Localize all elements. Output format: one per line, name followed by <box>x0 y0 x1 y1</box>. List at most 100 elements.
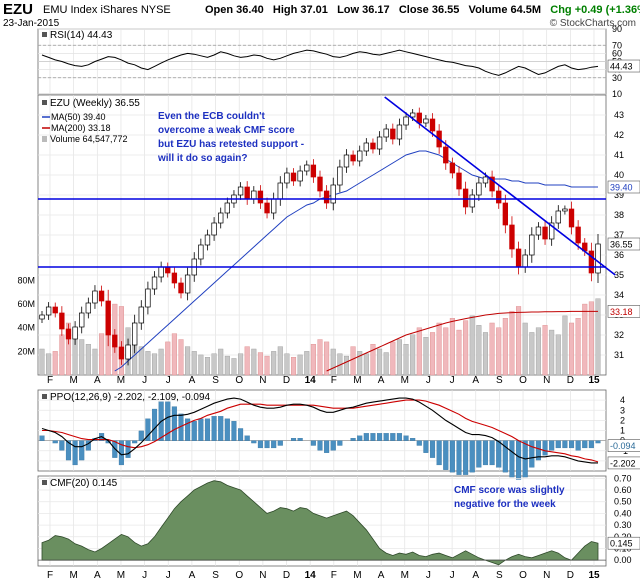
volume-bar <box>118 306 124 376</box>
volume-bar <box>79 339 85 376</box>
ma50-last-value-box <box>607 180 640 194</box>
volume-bar <box>529 332 535 376</box>
ppo-histogram-bar <box>79 440 85 461</box>
ppo-histogram-bar <box>271 440 277 449</box>
ppo-histogram-bar <box>337 440 343 446</box>
ppo-histogram-bar <box>191 421 197 441</box>
candle-body <box>171 272 178 284</box>
candle-body <box>277 182 283 200</box>
rsi-last-value: 44.43 <box>610 62 633 72</box>
ppo-histogram-bar <box>257 440 263 449</box>
x-tick-label: M <box>69 570 77 581</box>
x-tick-label: F <box>331 375 337 386</box>
candle-body <box>45 306 52 316</box>
ppo-histogram-bar <box>310 440 316 446</box>
close-last-value: 36.55 <box>610 240 633 250</box>
chart-header: EZU EMU Index iShares NYSE 23-Jan-2015 O… <box>0 0 640 29</box>
ppo-histogram-bar <box>516 440 522 480</box>
volume-bar <box>324 341 330 376</box>
cmf-last-value-box <box>607 536 640 550</box>
cmf-y-tick: 0.40 <box>614 508 632 518</box>
ma50-line <box>114 150 598 372</box>
volume-bar <box>152 353 158 376</box>
candle-body <box>429 118 436 132</box>
candle-body <box>92 290 98 304</box>
x-tick-label: M <box>117 570 125 581</box>
rsi-last-value-box <box>607 59 640 73</box>
cmf-legend: CMF(20) 0.145 <box>50 478 118 489</box>
price-y-tick: 40 <box>614 170 624 180</box>
volume-bar <box>509 310 515 376</box>
ppo-histogram-bar <box>416 440 422 446</box>
ppo-histogram-bar <box>224 418 230 441</box>
cmf-annotation-line: CMF score was slightly <box>454 485 565 496</box>
candle-body <box>409 112 416 118</box>
price-legend-title: EZU (Weekly) 36.55 <box>50 98 140 109</box>
x-tick-label: N <box>259 570 266 581</box>
volume-bar <box>410 334 416 376</box>
price-legend-swatch <box>42 100 47 105</box>
x-tick-label: M <box>401 570 409 581</box>
candle-body <box>59 312 65 330</box>
volume-value: Volume 64.5M <box>468 4 542 16</box>
ppo-signal-line <box>42 399 599 463</box>
ppo-histogram-bar <box>482 440 489 466</box>
candle-body <box>270 198 277 214</box>
x-tick-label: D <box>567 375 574 386</box>
x-tick-label: M <box>117 375 125 386</box>
volume-bar <box>204 357 210 376</box>
x-tick-label: O <box>519 570 527 581</box>
x-tick-label: S <box>496 570 503 581</box>
volume-bar <box>443 327 449 376</box>
candle-body <box>131 322 138 346</box>
candle-body <box>65 328 72 340</box>
candle-body <box>178 282 184 294</box>
candle-body <box>118 346 125 360</box>
rsi-y-tick: 90 <box>612 24 622 34</box>
ppo-histogram-bar <box>542 440 548 456</box>
volume-bar <box>284 353 290 376</box>
candle-body <box>350 154 356 162</box>
x-tick-label: A <box>378 375 385 386</box>
ppo-histogram-bar <box>317 440 323 451</box>
ppo-histogram-bar <box>582 440 588 449</box>
volume-bar <box>92 348 98 376</box>
volume-bar <box>456 329 462 376</box>
price-y-tick: 38 <box>614 210 624 220</box>
x-tick-label: 15 <box>588 570 600 581</box>
x-tick-label: O <box>235 375 243 386</box>
candle-body <box>357 150 363 162</box>
candle-body <box>482 176 489 184</box>
ppo-histogram-bar <box>65 440 72 461</box>
candle-body <box>98 290 105 302</box>
volume-tick: 20M <box>17 346 35 356</box>
candle-body <box>211 222 217 236</box>
candle-body <box>52 306 58 314</box>
candle-body <box>184 274 191 294</box>
volume-bar <box>297 354 303 376</box>
candle-body <box>403 116 409 126</box>
candle-body <box>145 288 151 308</box>
candle-body <box>443 146 449 164</box>
volume-bar <box>350 346 356 376</box>
volume-bar <box>390 341 396 376</box>
ppo-histogram-bar <box>125 440 131 458</box>
ppo-histogram-bar <box>390 433 396 441</box>
cmf-annotation-line: negative for the week <box>454 499 556 510</box>
x-tick-label: A <box>94 375 101 386</box>
candle-body <box>568 208 575 228</box>
price-y-tick: 34 <box>614 290 624 300</box>
x-tick-label: N <box>259 375 266 386</box>
high-value: High 37.01 <box>272 4 328 16</box>
candle-body <box>297 170 303 182</box>
volume-bar <box>304 351 310 376</box>
x-tick-label: D <box>567 570 574 581</box>
volume-bar <box>46 353 52 376</box>
ppo-histogram-bar <box>549 440 555 451</box>
candle-body <box>264 202 270 214</box>
x-tick-label: O <box>235 570 243 581</box>
ppo-histogram-bar <box>39 435 45 441</box>
ppo-histogram-bar <box>132 440 138 444</box>
candle-body <box>224 202 231 214</box>
ppo-histogram-bar <box>529 440 535 468</box>
